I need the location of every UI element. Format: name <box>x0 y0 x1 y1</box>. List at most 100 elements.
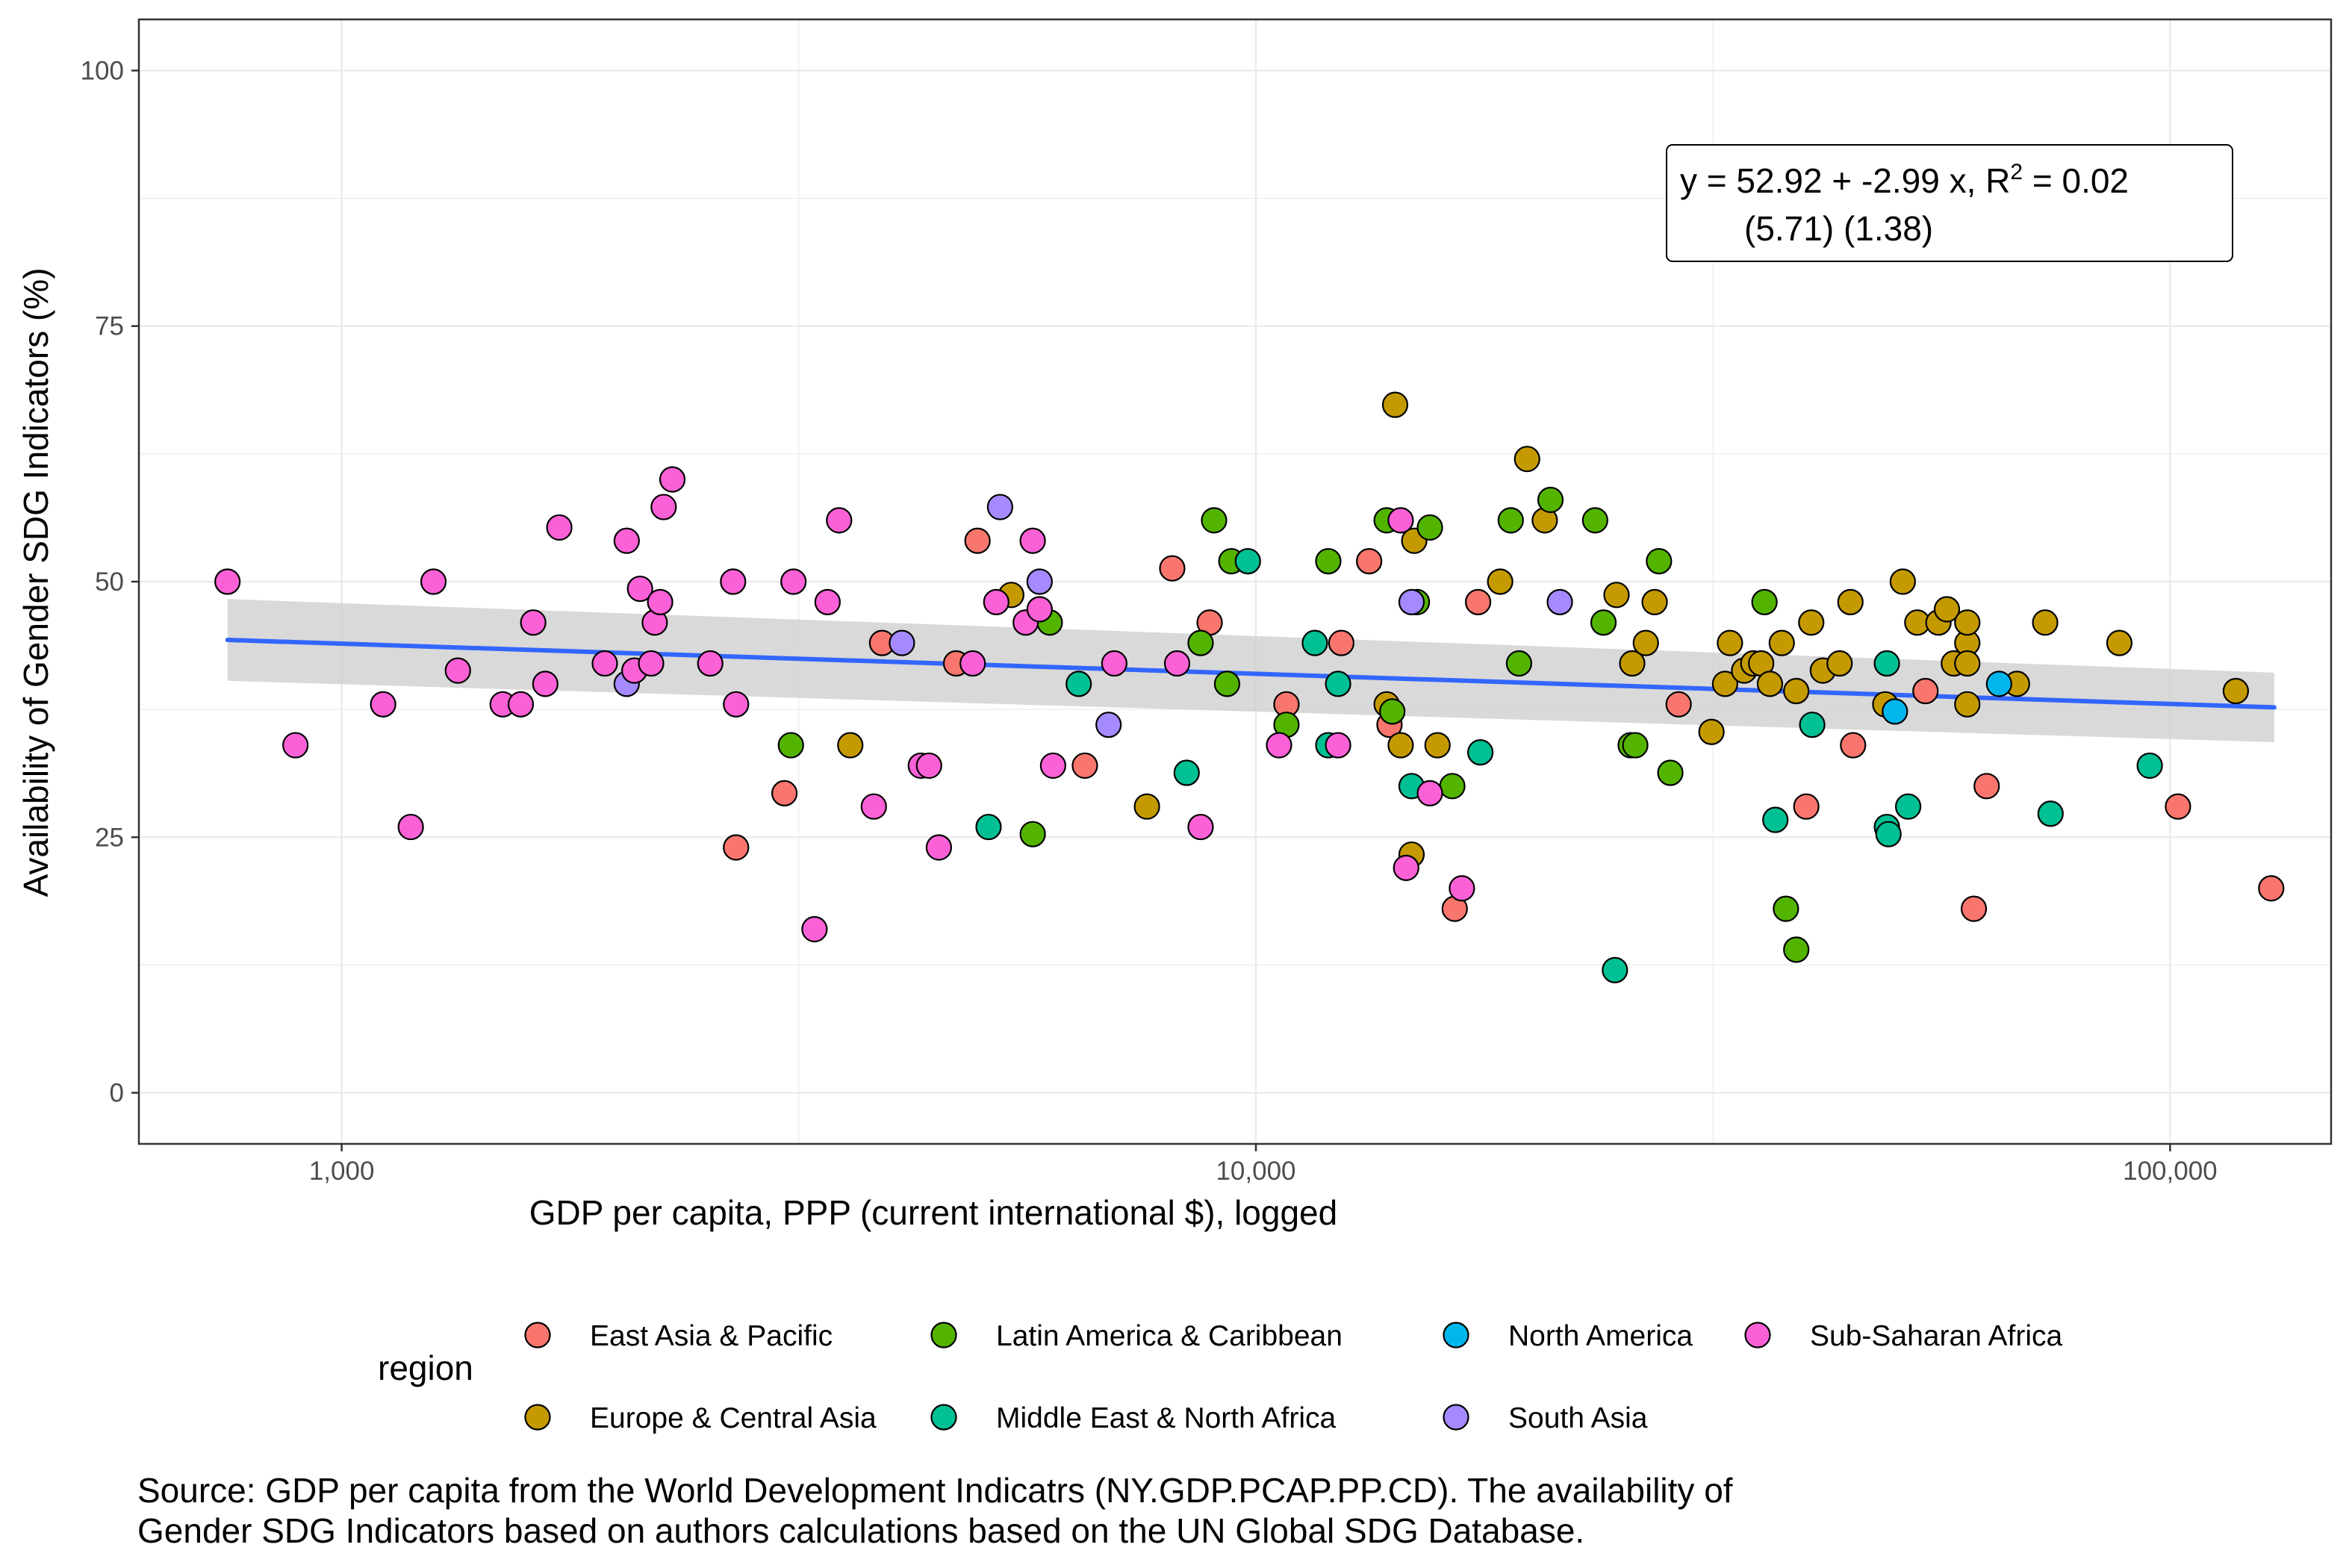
data-point <box>1873 650 1900 677</box>
data-point <box>1762 806 1789 833</box>
y-tick-label: 0 <box>110 1079 124 1108</box>
data-point <box>1973 773 2000 800</box>
data-point <box>1537 486 1564 514</box>
data-point <box>1711 671 1738 697</box>
data-point <box>915 752 942 780</box>
data-point <box>1603 582 1630 609</box>
data-point <box>814 588 841 615</box>
legend-key <box>1744 1322 1771 1348</box>
y-tick-label: 50 <box>95 567 124 597</box>
legend-label: Middle East & North Africa <box>996 1402 1336 1434</box>
data-point <box>1665 691 1692 718</box>
data-point <box>1467 739 1494 766</box>
data-point <box>546 514 573 541</box>
legend-label: East Asia & Pacific <box>590 1320 833 1352</box>
data-point <box>520 609 547 636</box>
data-point <box>1449 875 1475 902</box>
data-point <box>1387 732 1414 759</box>
data-point <box>397 813 424 841</box>
data-point <box>1698 718 1725 745</box>
data-point <box>1381 391 1409 418</box>
legend-key <box>524 1404 551 1431</box>
data-point <box>1416 780 1443 807</box>
data-point <box>444 657 471 684</box>
y-tick-label: 75 <box>95 312 124 341</box>
data-point <box>1065 671 1092 697</box>
data-point <box>925 834 953 861</box>
data-point <box>1301 629 1328 656</box>
data-point <box>1985 671 2012 697</box>
data-point <box>1424 732 1451 759</box>
data-point <box>420 568 447 595</box>
legend-items: East Asia & Pacific Europe & Central Asia… <box>524 1320 2063 1434</box>
legend-label: Latin America & Caribbean <box>996 1320 1343 1352</box>
data-point <box>1101 650 1127 677</box>
data-point <box>2037 800 2064 827</box>
data-point <box>1325 671 1351 697</box>
legend-key <box>1443 1322 1469 1348</box>
data-point <box>723 834 750 861</box>
data-point <box>1783 936 1810 963</box>
legend-key <box>930 1322 957 1348</box>
data-point <box>1756 671 1784 697</box>
data-point <box>1159 555 1186 582</box>
data-point <box>1717 629 1743 656</box>
data-point <box>964 527 991 554</box>
data-point <box>1213 671 1241 697</box>
data-point <box>650 494 677 520</box>
data-point <box>1095 712 1122 738</box>
data-point <box>889 629 915 656</box>
data-point <box>1328 629 1354 656</box>
data-point <box>1798 609 1825 636</box>
data-point <box>1026 596 1053 623</box>
data-point <box>986 494 1013 520</box>
data-point <box>659 466 686 493</box>
data-point <box>1026 568 1053 595</box>
data-point <box>983 588 1009 615</box>
legend-key <box>524 1322 551 1348</box>
data-point <box>1933 596 1961 623</box>
data-point <box>860 793 887 820</box>
axis-ticks: 0 25 50 75 100 1,000 10,000 100,000 <box>81 56 2218 1186</box>
legend-label: North America <box>1508 1320 1693 1352</box>
confidence-band-layer <box>227 599 2274 742</box>
annotation-box <box>1666 144 2233 262</box>
data-point <box>613 527 640 554</box>
data-point <box>2106 629 2133 656</box>
data-point <box>780 568 807 595</box>
data-point <box>1590 609 1617 636</box>
data-point <box>1954 650 1981 677</box>
annotation-equation: y = 52.92 + -2.99 x, R <box>1680 161 2010 200</box>
y-axis-title: Availability of Gender SDG Indicators (%… <box>16 268 55 897</box>
data-point <box>837 732 864 759</box>
data-point <box>1201 507 1228 534</box>
data-point <box>1837 588 1864 615</box>
data-point <box>1325 732 1351 759</box>
data-point <box>1768 629 1795 656</box>
annotation-r2: = 0.02 <box>2023 161 2129 200</box>
data-point <box>1356 548 1383 575</box>
legend-key <box>1443 1404 1469 1431</box>
data-point <box>1657 759 1684 786</box>
regression-annotation: y = 52.92 + -2.99 x, R2 = 0.02 (5.71) (1… <box>1666 144 2233 262</box>
data-point <box>1619 650 1646 677</box>
data-point <box>1826 650 1853 677</box>
data-point <box>723 691 750 718</box>
data-point <box>1773 895 1799 922</box>
legend: region East Asia & Pacific Europe & Centr… <box>378 1320 2063 1434</box>
data-point <box>2258 875 2285 902</box>
data-point <box>1464 588 1492 615</box>
data-point <box>1266 732 1292 759</box>
annotation-line-1: y = 52.92 + -2.99 x, R2 = 0.02 <box>1680 160 2129 200</box>
x-tick-label: 100,000 <box>2123 1157 2218 1186</box>
annotation-line-2: (5.71) (1.38) <box>1744 209 1933 248</box>
data-point <box>1882 698 1908 725</box>
data-point <box>1398 588 1425 615</box>
annotation-superscript: 2 <box>2010 160 2023 184</box>
data-point <box>1187 629 1214 656</box>
data-point <box>647 588 673 615</box>
data-point <box>1954 609 1981 636</box>
data-point <box>370 691 396 718</box>
data-point <box>1894 793 1922 820</box>
data-point <box>1513 446 1540 473</box>
